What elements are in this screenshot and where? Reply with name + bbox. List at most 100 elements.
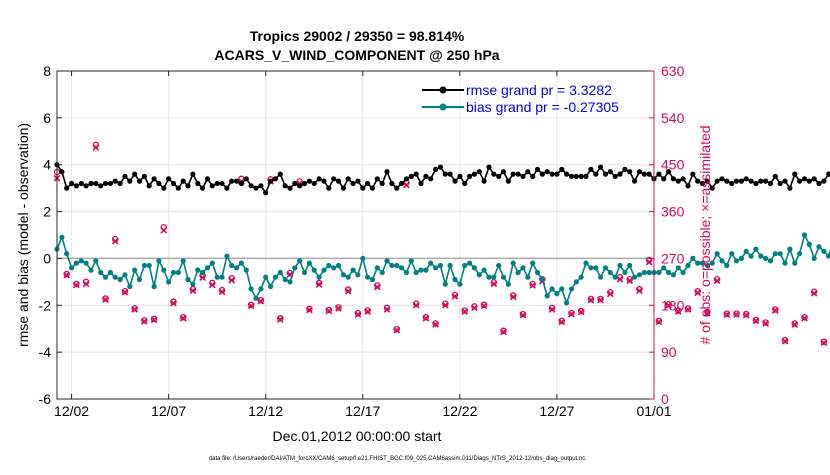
obs-series (53, 141, 828, 347)
obs-assimilated-stroke (393, 326, 401, 334)
rmse-point (306, 178, 312, 184)
x-axis-label: Dec.01,2012 00:00:00 start (273, 428, 442, 444)
bias-point (413, 269, 419, 276)
obs-assimilated-marker (403, 181, 410, 189)
bias-point (520, 265, 526, 271)
bias-point (607, 269, 613, 276)
bias-point (408, 258, 414, 264)
obs-assimilated-marker (393, 326, 401, 334)
obs-assimilated-stroke (480, 302, 488, 310)
rmse-point (180, 178, 186, 184)
obs-assimilated-stroke (655, 318, 663, 326)
bias-point (544, 293, 550, 299)
y-right-tick-label: 450 (661, 157, 685, 173)
rmse-point (622, 166, 628, 172)
obs-assimilated-marker (257, 297, 265, 305)
bias-point (573, 279, 579, 285)
obs-possible-marker (73, 280, 80, 288)
x-tick-label: 12/22 (442, 403, 477, 419)
rmse-point (374, 176, 380, 182)
rmse-point (471, 171, 477, 177)
rmse-point (568, 173, 575, 179)
bias-point (806, 241, 812, 247)
rmse-point (661, 176, 667, 182)
bias-point (821, 248, 827, 254)
obs-assimilated-marker (597, 296, 604, 304)
obs-assimilated-marker (801, 314, 808, 322)
bias-point (680, 269, 686, 276)
bias-point (685, 262, 691, 269)
rmse-point (559, 166, 565, 172)
bias-point (311, 267, 317, 273)
bias-point (675, 265, 681, 271)
bias-point (437, 262, 443, 269)
obs-assimilated-stroke (383, 306, 391, 313)
obs-possible-marker (121, 287, 129, 295)
obs-possible-marker (597, 295, 604, 303)
rmse-point (88, 180, 94, 187)
bias-point (568, 286, 575, 292)
rmse-point (753, 180, 759, 187)
rmse-point (442, 171, 448, 177)
rmse-point (175, 185, 181, 191)
rmse-point (486, 164, 492, 170)
bias-point (112, 274, 118, 280)
bias-point (792, 260, 798, 266)
bias-point (258, 286, 264, 292)
rmse-point (132, 171, 138, 177)
obs-possible-marker (325, 306, 333, 314)
plot-area-frame (56, 70, 655, 400)
obs-assimilated-marker (810, 289, 818, 297)
rmse-point (496, 173, 502, 179)
bias-point (141, 262, 147, 269)
bias-series (54, 232, 830, 306)
rmse-point (675, 178, 681, 184)
obs-assimilated-stroke (131, 306, 139, 313)
obs-assimilated-stroke (373, 283, 381, 291)
rmse-point (821, 178, 827, 184)
bias-point (709, 260, 715, 266)
obs-assimilated-marker (587, 296, 595, 304)
rmse-point (695, 178, 701, 184)
obs-assimilated-marker (529, 282, 537, 289)
obs-assimilated-marker (480, 302, 488, 310)
obs-possible-marker (568, 309, 575, 317)
obs-possible-marker (791, 320, 799, 327)
bias-point (253, 295, 259, 301)
rmse-point (719, 176, 725, 182)
obs-assimilated-marker (325, 307, 333, 315)
bias-point (209, 260, 215, 266)
bias-point (554, 291, 560, 297)
bias-point (166, 279, 172, 285)
bias-point (306, 260, 312, 266)
rmse-point (423, 173, 429, 179)
rmse-point (801, 176, 808, 182)
obs-possible-marker (500, 327, 507, 335)
obs-assimilated-marker (762, 320, 769, 327)
obs-assimilated-stroke (286, 271, 294, 278)
obs-assimilated-stroke (218, 288, 226, 296)
obs-possible-marker (141, 317, 148, 324)
bias-point (122, 272, 128, 278)
rmse-series (54, 162, 830, 196)
rmse-point (578, 173, 584, 179)
obs-assimilated-marker (577, 308, 585, 316)
obs-assimilated-stroke (160, 226, 168, 234)
rmse-point (607, 169, 613, 175)
bias-point (64, 251, 70, 257)
obs-assimilated-stroke (597, 296, 604, 304)
rmse-point (195, 180, 201, 187)
rmse-point (709, 185, 715, 191)
bias-point (505, 281, 511, 287)
obs-assimilated-stroke (325, 307, 333, 315)
obs-assimilated-stroke (694, 289, 702, 297)
bias-point (666, 269, 672, 276)
obs-possible-marker (277, 315, 284, 322)
rmse-point (428, 176, 434, 182)
bias-point (248, 286, 254, 292)
obs-assimilated-stroke (509, 293, 517, 301)
x-tick-label: 12/02 (54, 403, 89, 419)
bias-point (301, 269, 308, 276)
rmse-point (287, 185, 293, 191)
